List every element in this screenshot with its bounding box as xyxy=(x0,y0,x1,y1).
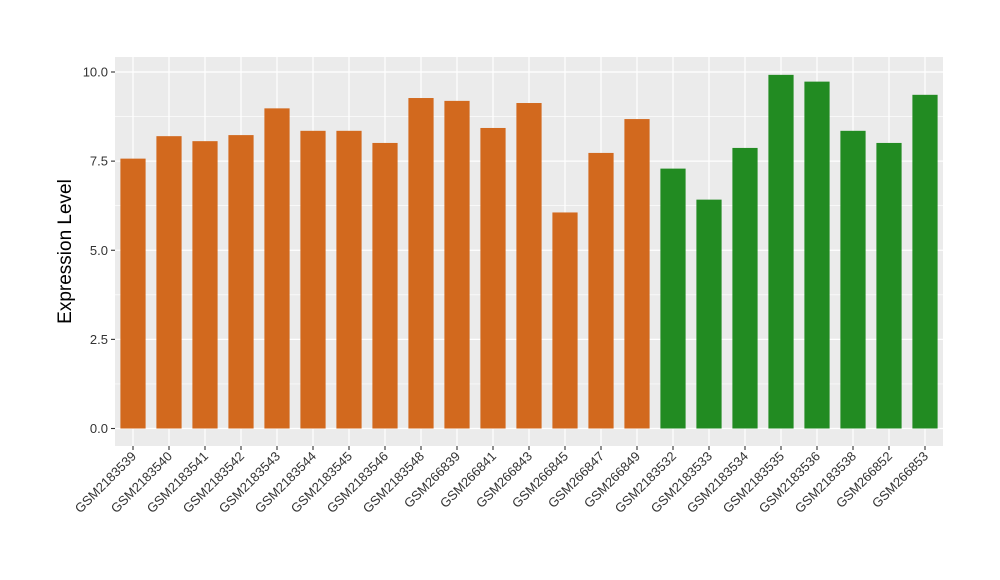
y-tick-label: 7.5 xyxy=(90,154,108,169)
bar xyxy=(732,147,758,429)
bar xyxy=(408,98,434,429)
x-tick-label: GSM2183539 xyxy=(72,449,139,516)
bar xyxy=(552,212,578,429)
y-tick-label: 10.0 xyxy=(83,65,108,80)
bar xyxy=(588,152,614,429)
bar xyxy=(696,199,722,429)
bar xyxy=(840,130,866,429)
bar xyxy=(264,108,290,429)
bar xyxy=(192,141,218,429)
bar xyxy=(228,135,254,429)
y-axis-title: Expression Level xyxy=(55,179,76,324)
bars xyxy=(120,74,938,429)
bar xyxy=(660,168,686,429)
bar xyxy=(480,127,506,429)
y-tick-label: 0.0 xyxy=(90,421,108,436)
y-tick-label: 5.0 xyxy=(90,243,108,258)
bar xyxy=(876,142,902,429)
y-tick-label: 2.5 xyxy=(90,332,108,347)
bar xyxy=(444,100,470,429)
y-axis: 0.0 2.5 5.0 7.5 10.0 xyxy=(83,65,115,436)
bar xyxy=(120,158,146,429)
bar xyxy=(912,94,938,429)
bar xyxy=(516,103,542,429)
bar xyxy=(336,130,362,429)
bar xyxy=(624,119,650,429)
bar xyxy=(372,142,398,429)
x-axis: GSM2183539GSM2183540GSM2183541GSM2183542… xyxy=(72,446,931,516)
bar xyxy=(804,81,830,429)
bar xyxy=(300,130,326,429)
bar xyxy=(156,136,182,429)
bar xyxy=(768,74,794,429)
